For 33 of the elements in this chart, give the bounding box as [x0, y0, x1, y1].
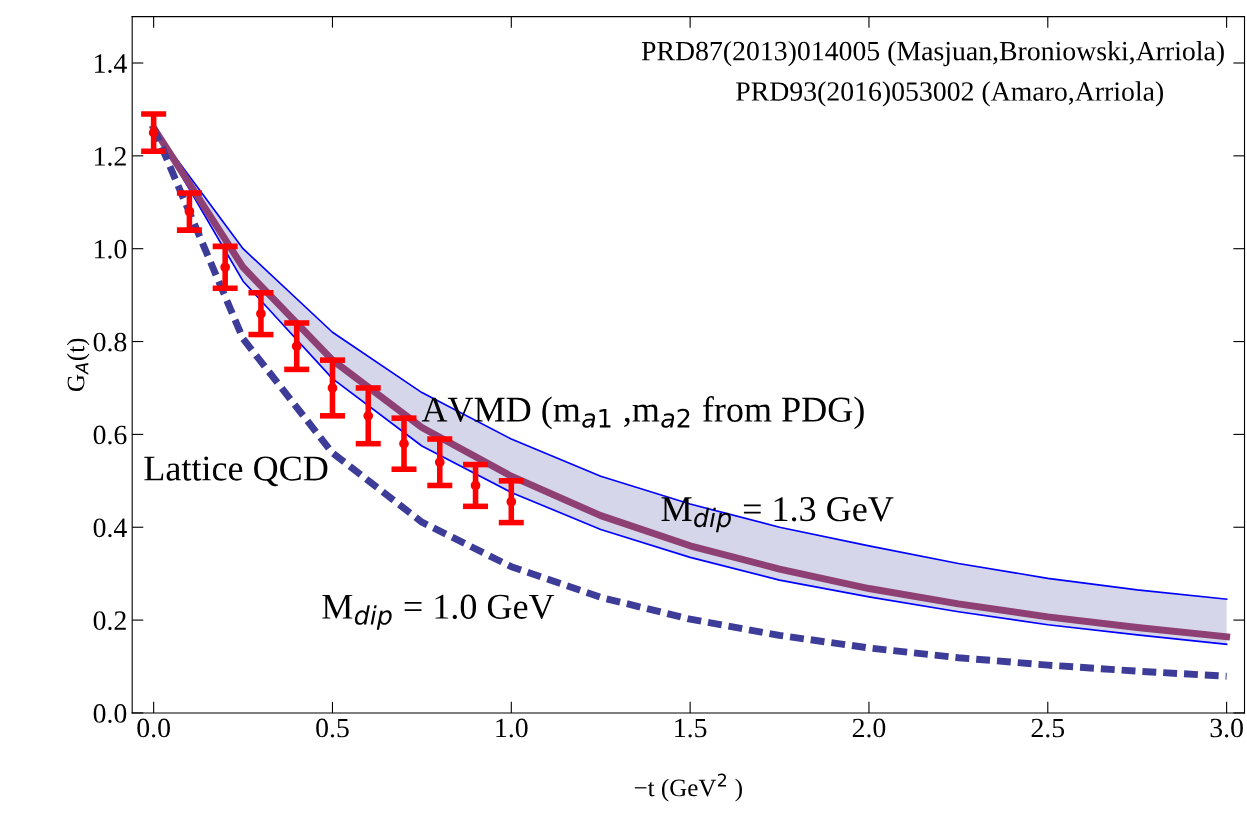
y-tick-label: 0.0: [93, 704, 127, 723]
annotation: PRD87(2013)014005 (Masjuan,Broniowski,Arriola): [641, 40, 1224, 67]
x-tick-label: 1.0: [496, 718, 528, 738]
y-tick-label: 1.4: [95, 54, 127, 74]
annotation: Lattice QCD: [144, 456, 328, 487]
point: [506, 496, 517, 507]
y-axis-title: G$_{A}$(t): [66, 338, 90, 392]
point: [327, 383, 338, 393]
point: [291, 341, 302, 352]
annotation: M$_{dip}$ = 1.3 GeV: [661, 497, 894, 533]
x-tick-label: 0.0: [137, 718, 170, 738]
y-tick-label: 1.2: [95, 147, 126, 166]
x-tick-label: 0.5: [316, 718, 349, 738]
point: [220, 262, 231, 273]
x-tick-label: 2.0: [852, 718, 886, 738]
annotation: M$_{dip}$ = 1.0 GeV: [322, 594, 555, 630]
y-tick-label: 0.2: [93, 611, 126, 631]
point: [363, 410, 374, 421]
x-axis-title: −t (GeV$^{2}$ ): [634, 773, 742, 802]
point: [256, 308, 266, 319]
y-tick-label: 1.0: [95, 239, 127, 259]
point: [148, 127, 159, 138]
point: [184, 206, 195, 217]
point: [399, 438, 409, 449]
annotation: PRD93(2016)053002 (Amaro,Arriola): [736, 81, 1163, 107]
x-tick-label: 1.5: [675, 718, 707, 738]
point: [470, 480, 481, 491]
y-tick-label: 0.8: [93, 332, 127, 352]
y-tick-label: 0.4: [93, 518, 127, 538]
x-tick-label: 3.0: [1210, 718, 1243, 738]
x-tick-label: 2.5: [1031, 718, 1065, 738]
point: [434, 457, 445, 468]
y-tick-label: 0.6: [93, 425, 127, 445]
